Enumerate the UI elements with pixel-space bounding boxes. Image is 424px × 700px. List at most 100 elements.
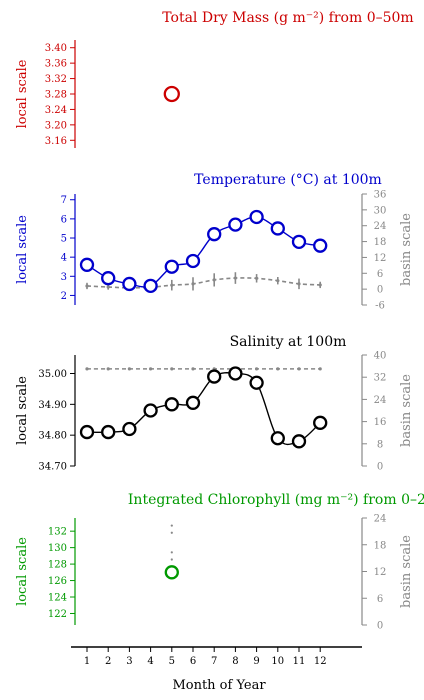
data-point xyxy=(313,238,328,253)
data-point xyxy=(185,253,201,269)
data-point xyxy=(164,397,179,412)
x-tick-label: 11 xyxy=(293,656,306,667)
y-tick-label: 3.28 xyxy=(45,90,67,101)
basin-point xyxy=(276,367,280,371)
y-tick-label: 4 xyxy=(61,253,67,264)
basin-point xyxy=(212,278,216,282)
data-point xyxy=(164,259,179,274)
right-axis-label: basin scale xyxy=(399,535,414,608)
y2-tick-label: 24 xyxy=(374,514,387,525)
x-tick-label: 10 xyxy=(271,656,284,667)
data-point xyxy=(122,421,137,437)
basin-point xyxy=(318,367,322,371)
y-tick-label: 3.24 xyxy=(45,105,67,116)
y2-tick-label: 0 xyxy=(377,462,383,473)
basin-point xyxy=(276,279,280,283)
x-axis-label: Month of Year xyxy=(172,678,266,693)
basin-point xyxy=(149,367,153,371)
basin-point xyxy=(255,276,259,280)
y-tick-label: 3.20 xyxy=(45,120,67,131)
right-axis-label: basin scale xyxy=(399,374,414,447)
x-tick-label: 1 xyxy=(84,656,90,667)
data-point xyxy=(270,221,285,236)
x-tick-label: 2 xyxy=(105,656,111,667)
panel-title: Total Dry Mass (g m⁻²) from 0–50m xyxy=(162,10,413,26)
basin-point xyxy=(170,367,174,371)
x-tick-label: 12 xyxy=(314,656,327,667)
y2-tick-label: 0 xyxy=(377,621,383,632)
x-tick-label: 8 xyxy=(232,656,238,667)
basin-point xyxy=(255,367,259,371)
series-line xyxy=(86,216,321,288)
data-point xyxy=(163,85,180,103)
data-point xyxy=(143,278,158,294)
panel-title: Temperature (°C) at 100m xyxy=(194,172,382,188)
y2-tick-label: 24 xyxy=(374,395,387,406)
y-tick-label: 3.36 xyxy=(45,59,67,70)
y-tick-label: 34.70 xyxy=(38,462,67,473)
series-line xyxy=(86,372,321,446)
data-point xyxy=(207,369,222,384)
y2-tick-label: 12 xyxy=(374,567,387,578)
y2-tick-label: 6 xyxy=(377,594,383,605)
y-tick-label: 34.80 xyxy=(38,431,67,442)
x-tick-label: 7 xyxy=(211,656,217,667)
y-tick-label: 35.00 xyxy=(38,369,67,380)
y-tick-label: 7 xyxy=(61,195,67,206)
data-point xyxy=(164,565,179,580)
y-tick-label: 132 xyxy=(48,527,67,538)
y-tick-label: 126 xyxy=(48,576,67,587)
data-point xyxy=(313,415,328,430)
y2-tick-label: 18 xyxy=(374,237,387,248)
basin-point xyxy=(106,367,110,371)
y-tick-label: 130 xyxy=(48,543,67,554)
y-tick-label: 3.16 xyxy=(45,136,67,147)
basin-point xyxy=(170,551,173,554)
y2-tick-label: 36 xyxy=(374,190,387,201)
basin-point xyxy=(127,367,131,371)
basin-point xyxy=(233,276,237,280)
data-point xyxy=(291,434,307,449)
data-point xyxy=(79,257,95,272)
data-point xyxy=(122,276,137,292)
y-tick-label: 6 xyxy=(61,214,67,225)
basin-point xyxy=(170,531,173,534)
x-tick-label: 5 xyxy=(169,656,175,667)
left-axis-label: local scale xyxy=(15,59,30,128)
data-point xyxy=(101,424,116,440)
data-point xyxy=(79,424,95,440)
y-tick-label: 2 xyxy=(61,291,67,302)
data-point xyxy=(207,227,222,242)
data-point xyxy=(228,366,243,381)
basin-point xyxy=(170,558,173,561)
data-point xyxy=(249,209,264,225)
y2-tick-label: 18 xyxy=(374,540,387,551)
y2-tick-label: -6 xyxy=(375,301,385,312)
basin-point xyxy=(191,282,195,286)
data-point xyxy=(101,271,116,286)
basin-point xyxy=(297,367,301,371)
data-point xyxy=(270,431,285,446)
y2-tick-label: 40 xyxy=(374,351,387,362)
basin-point xyxy=(106,285,110,289)
y-tick-label: 3.32 xyxy=(45,74,67,85)
data-point xyxy=(228,217,243,232)
y-tick-label: 124 xyxy=(48,593,67,604)
data-point xyxy=(249,375,264,390)
x-tick-label: 4 xyxy=(147,656,153,667)
data-point xyxy=(291,234,307,249)
y2-tick-label: 24 xyxy=(374,221,387,232)
y2-tick-label: 8 xyxy=(377,439,383,450)
y-tick-label: 3 xyxy=(61,272,67,283)
data-point xyxy=(143,403,158,418)
left-axis-label: local scale xyxy=(15,537,30,606)
y-tick-label: 3.40 xyxy=(45,43,67,54)
left-axis-label: local scale xyxy=(15,215,30,284)
y2-tick-label: 16 xyxy=(374,417,387,428)
basin-point xyxy=(318,283,322,287)
y-tick-label: 122 xyxy=(48,609,67,620)
x-tick-label: 3 xyxy=(126,656,132,667)
basin-point xyxy=(297,282,301,286)
x-tick-label: 6 xyxy=(190,656,196,667)
